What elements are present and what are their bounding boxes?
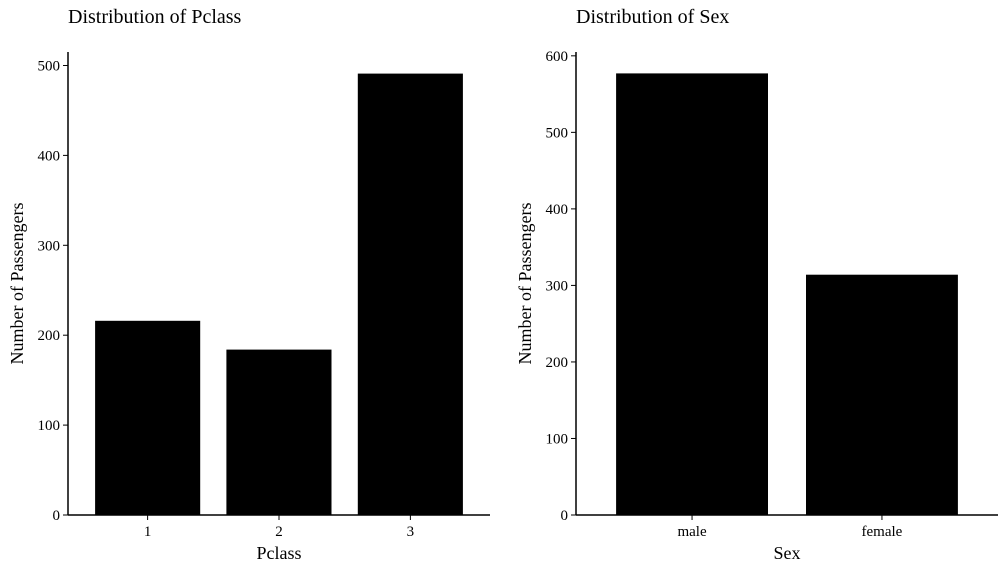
sex-y-tick-label: 500 xyxy=(546,125,569,141)
pclass-x-tick-label: 2 xyxy=(275,524,283,540)
pclass-y-tick-label: 400 xyxy=(38,148,61,164)
sex-chart: male female 0 100 200 300 400 500 600 Sex Number o… xyxy=(515,49,998,563)
pclass-bar-3 xyxy=(357,73,463,515)
sex-y-tick-label: 400 xyxy=(546,202,569,218)
pclass-x-axis-title: Pclass xyxy=(257,543,302,563)
pclass-y-tick-label: 300 xyxy=(38,238,61,254)
pclass-y-tick-label: 100 xyxy=(38,418,61,434)
sex-y-tick-label: 200 xyxy=(546,355,569,371)
pclass-x-tick-label: 3 xyxy=(407,524,415,540)
pclass-bar-2 xyxy=(226,349,332,515)
chart-title-pclass: Distribution of Pclass xyxy=(68,6,242,28)
pclass-y-tick-label: 500 xyxy=(38,58,61,74)
sex-x-axis-title: Sex xyxy=(774,543,801,563)
sex-x-tick-label: male xyxy=(677,524,706,540)
sex-y-tick-label: 0 xyxy=(561,508,569,524)
sex-y-tick-label: 600 xyxy=(546,49,569,65)
sex-bar-female xyxy=(806,274,958,515)
sex-bar-male xyxy=(616,73,768,516)
pclass-y-axis-title: Number of Passengers xyxy=(7,203,27,365)
pclass-y-tick-label: 0 xyxy=(53,508,61,524)
pclass-y-tick-label: 200 xyxy=(38,328,61,344)
sex-y-tick-label: 300 xyxy=(546,278,569,294)
pclass-bar-1 xyxy=(95,320,201,515)
pclass-x-tick-label: 1 xyxy=(144,524,152,540)
sex-y-tick-label: 100 xyxy=(546,431,569,447)
sex-y-axis-title: Number of Passengers xyxy=(515,203,535,365)
pclass-chart: 1 2 3 0 100 200 300 400 500 Pclass Number of Passe… xyxy=(7,52,490,563)
chart-title-sex: Distribution of Sex xyxy=(576,6,730,28)
sex-x-tick-label: female xyxy=(862,524,903,540)
